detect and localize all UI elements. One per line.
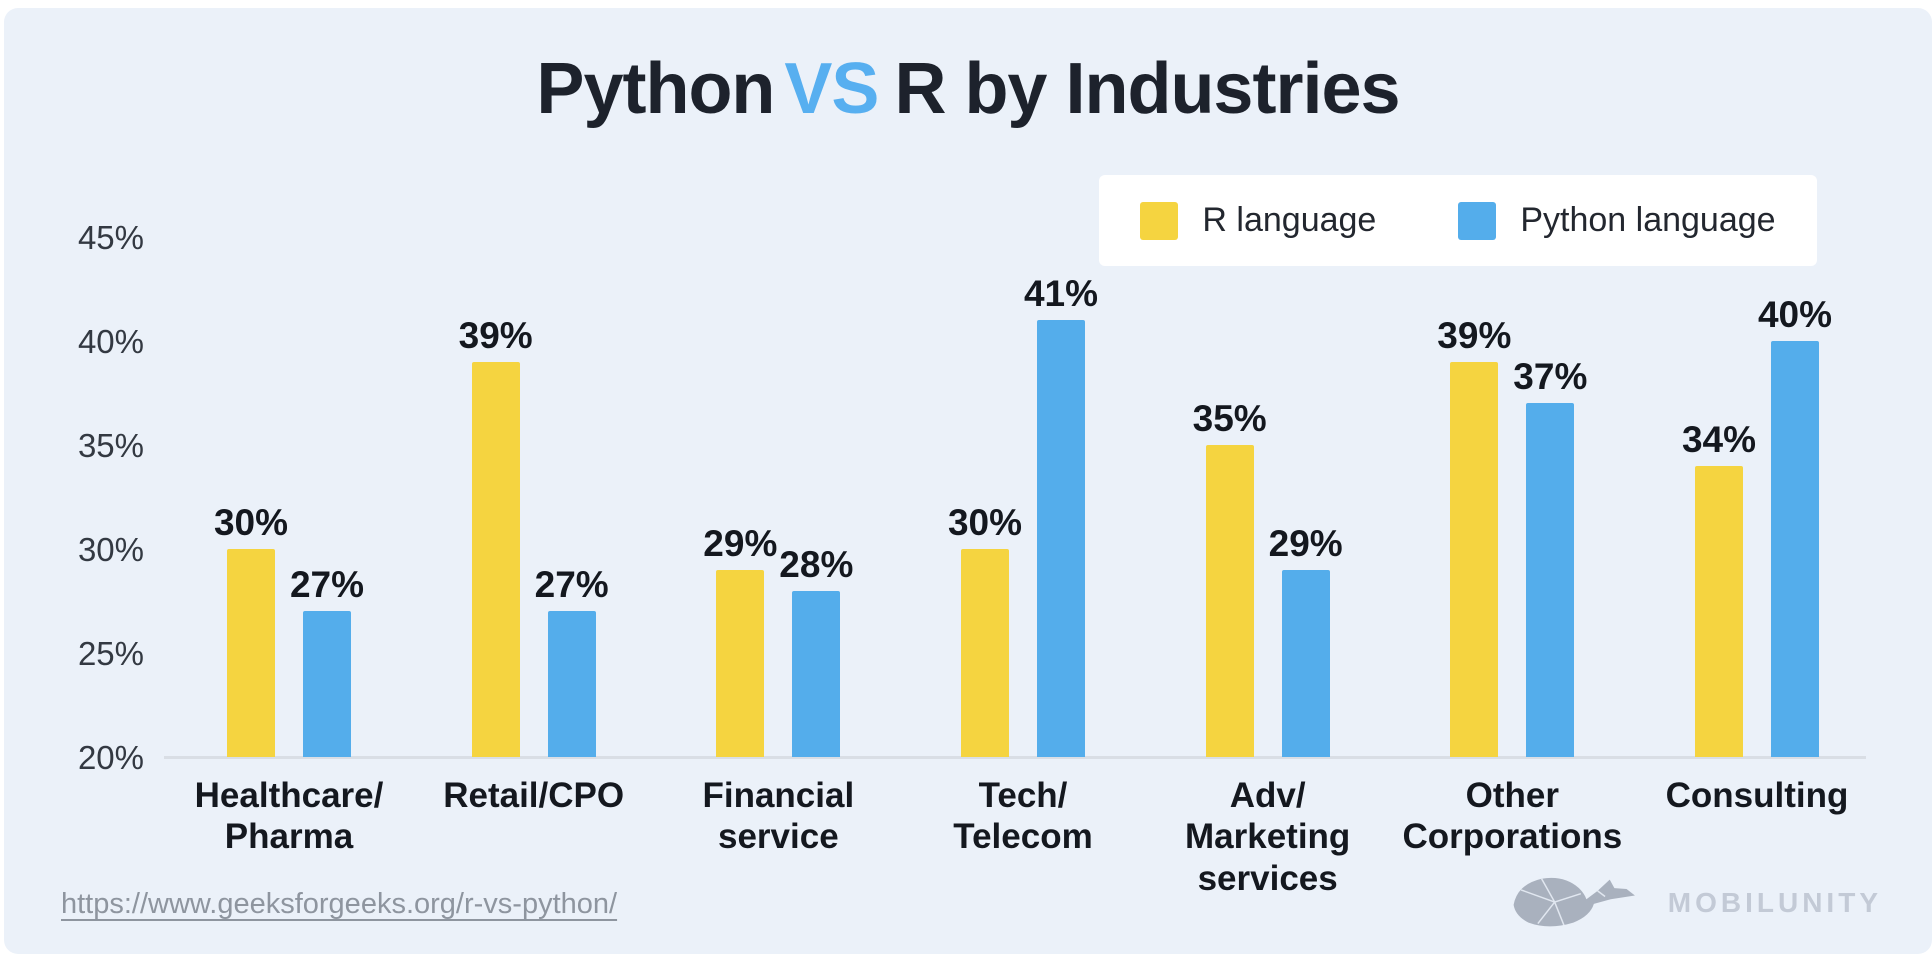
bar-group-6: 39% 37% [1437, 317, 1587, 757]
value-label: 27% [534, 564, 609, 606]
legend-label-python: Python language [1520, 201, 1776, 239]
title-vs-text: VS [784, 49, 879, 129]
bar-r: 30% [948, 504, 1022, 757]
r-language-swatch [1140, 201, 1179, 240]
value-label: 39% [458, 314, 533, 356]
category-label: Healthcare/Pharma [194, 776, 384, 857]
brand-name: MOBILUNITY [1667, 887, 1882, 918]
y-tick-25: 25% [77, 635, 144, 672]
chart-title: Python VS R by Industries [4, 48, 1932, 130]
y-tick-40: 40% [77, 323, 144, 360]
category-label: Retail/CPO [443, 776, 625, 815]
y-tick-45: 45% [77, 219, 144, 256]
bar-python: 41% [1024, 275, 1098, 757]
bar-r: 39% [1437, 317, 1511, 757]
y-tick-20: 20% [77, 739, 144, 776]
bar-python: 28% [779, 546, 853, 757]
value-label: 35% [1192, 398, 1267, 439]
plot-area: 30% 27% 39% 27% 29% 28% 30% 41% 35% 29% 39% 37% 34% 4… [164, 208, 1866, 759]
legend: R language Python language [1099, 175, 1817, 266]
brand-logo: MOBILUNITY [1508, 870, 1882, 936]
legend-label-r: R language [1202, 201, 1377, 239]
value-label: 30% [213, 502, 289, 543]
value-label: 41% [1023, 273, 1099, 315]
value-label: 40% [1757, 294, 1833, 335]
bar-python: 29% [1269, 525, 1343, 757]
value-label: 29% [1268, 522, 1343, 564]
value-label: 37% [1513, 356, 1588, 398]
bar-r: 29% [703, 525, 777, 757]
bar-group-4: 30% 41% [948, 275, 1098, 757]
legend-item-python: Python language [1458, 201, 1776, 240]
whale-icon [1513, 877, 1635, 927]
bar-python: 27% [290, 566, 364, 757]
y-tick-30: 30% [77, 531, 144, 568]
bar-python: 37% [1513, 358, 1587, 757]
bar-r: 39% [459, 317, 533, 757]
infographic-card: Python VS R by Industries R language Pytho… [4, 8, 1932, 954]
python-language-swatch [1458, 201, 1497, 240]
bar-group-1: 30% 27% [214, 504, 364, 757]
bar-r: 34% [1682, 421, 1756, 757]
value-label: 39% [1437, 314, 1512, 356]
title-part1: Python [536, 49, 775, 129]
bar-python: 40% [1758, 296, 1832, 757]
value-label: 28% [779, 543, 854, 585]
bar-python: 27% [535, 566, 609, 757]
bar-group-7: 34% 40% [1682, 296, 1832, 757]
bar-group-2: 39% 27% [459, 317, 609, 757]
legend-item-r: R language [1140, 201, 1376, 240]
source-url[interactable]: https://www.geeksforgeeks.org/r-vs-pytho… [61, 888, 618, 920]
category-label: Adv/Marketing services [1185, 776, 1351, 898]
category-label: Tech/Telecom [953, 776, 1093, 857]
category-label: Consulting [1665, 776, 1849, 815]
category-label: Other Corporations [1402, 776, 1623, 857]
value-label: 34% [1681, 418, 1757, 460]
y-tick-35: 35% [77, 427, 144, 464]
value-label: 27% [289, 564, 365, 606]
bar-r: 30% [214, 504, 288, 757]
value-label: 30% [947, 502, 1023, 543]
bar-r: 35% [1193, 400, 1267, 757]
value-label: 29% [703, 522, 778, 564]
bar-group-3: 29% 28% [703, 525, 853, 757]
x-axis-baseline [164, 756, 1866, 759]
category-label: Financial service [702, 776, 855, 857]
title-part2: R by Industries [894, 49, 1400, 129]
bar-group-5: 35% 29% [1193, 400, 1343, 757]
